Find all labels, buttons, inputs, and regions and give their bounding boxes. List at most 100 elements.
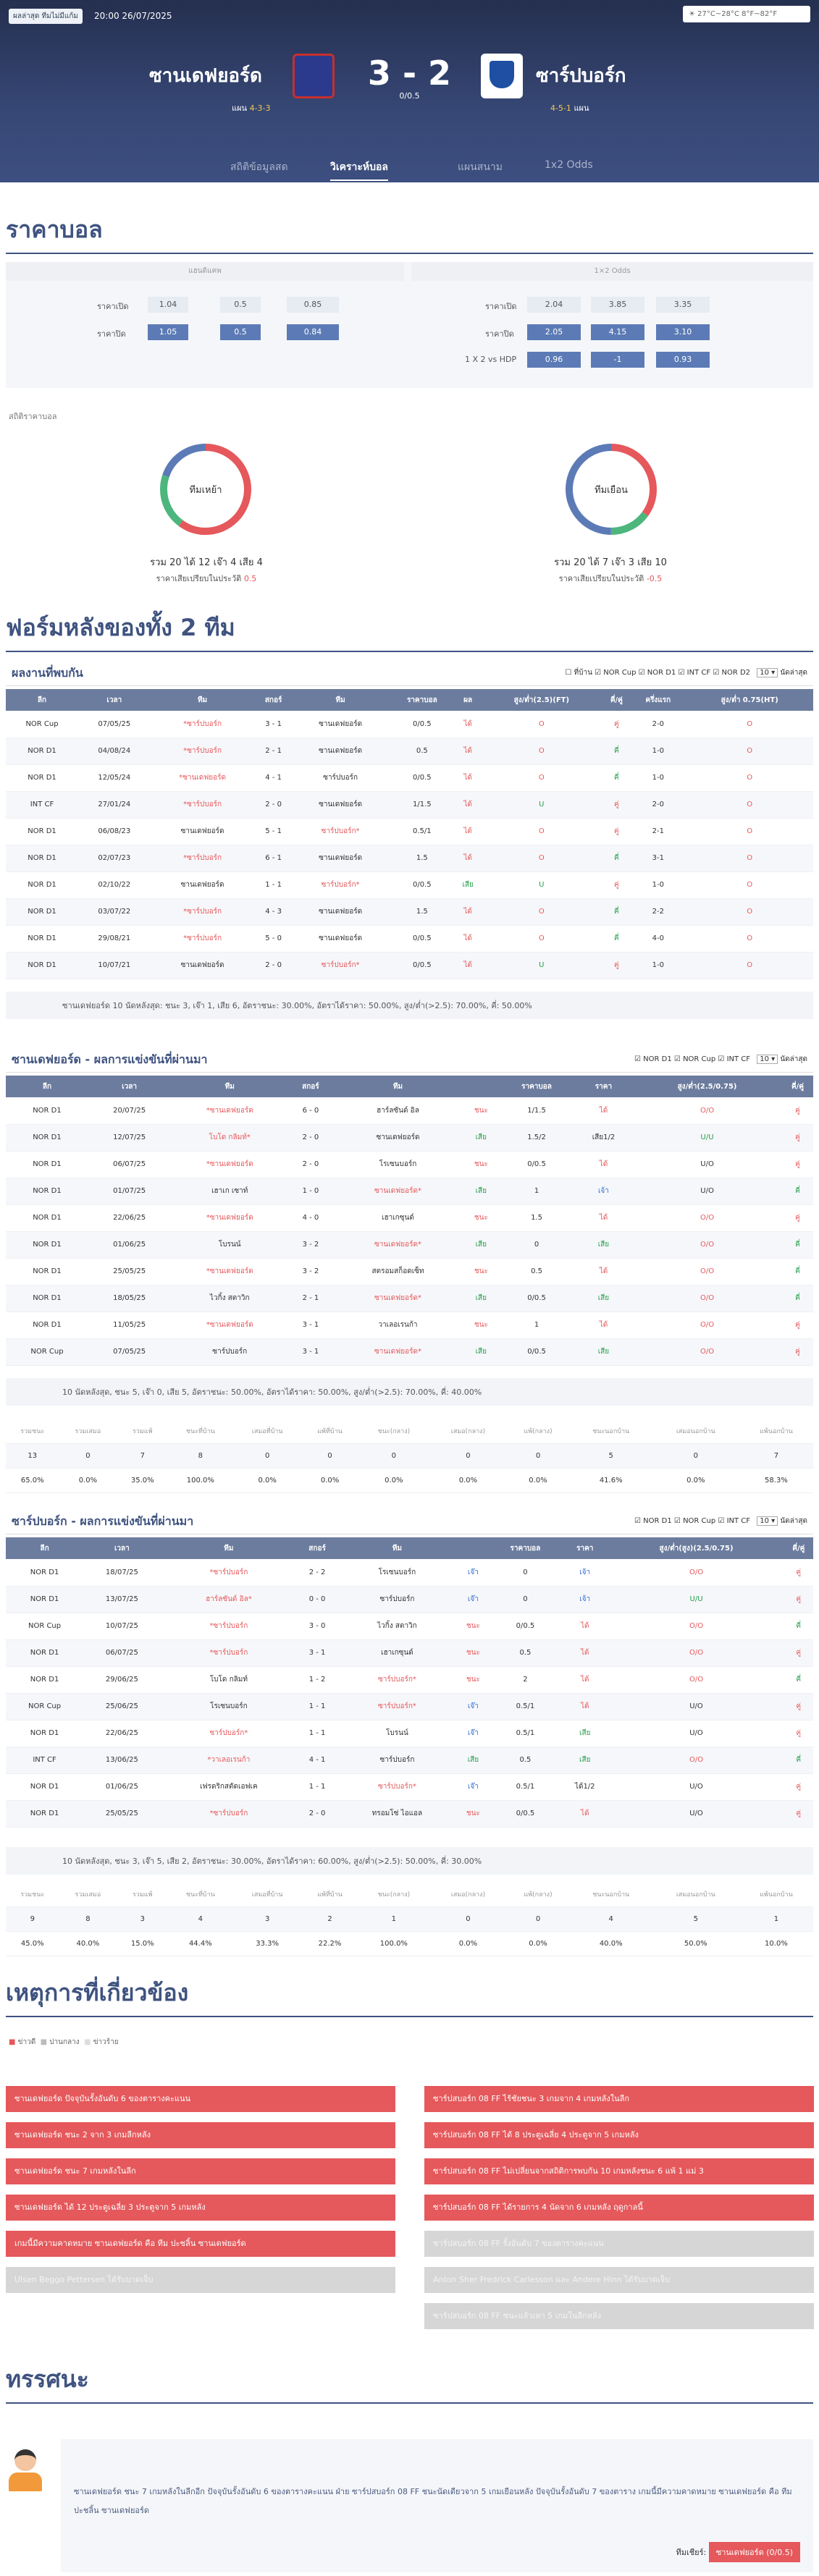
hr-cell: *ซานเดฟยอร์ด <box>170 1258 290 1285</box>
ar-row[interactable]: NOR D1 13/07/25 ฮาร์ลซันด์ อิล* 0 - 0 ซาร์ปบ… <box>6 1586 813 1613</box>
hr-row[interactable]: NOR D1 01/06/25 โบรนน์ 3 - 2 ซานเดฟยอร์ด* เสี… <box>6 1231 813 1259</box>
hr-row[interactable]: NOR D1 12/07/25 โบโด กลิมท์* 2 - 0 ซานเดฟยอร… <box>6 1124 813 1152</box>
filter-nor-d1[interactable]: ☑ NOR D1 <box>638 669 676 677</box>
h2h-row[interactable]: NOR D1 10/07/21 ซานเดฟยอร์ด 2 - 0 ซาร์ปบอร์ก… <box>6 952 813 979</box>
hr-filter-cf[interactable]: ☑ INT CF <box>718 1055 751 1063</box>
tab-live-stats[interactable]: สถิติข้อมูลสด <box>230 161 288 173</box>
ar-cell: O/O <box>608 1747 784 1774</box>
status-badge: ผลล่าสุด ทีมไม่มีแก้ม <box>9 8 83 24</box>
ar-filter-d1[interactable]: ☑ NOR D1 <box>634 1517 672 1525</box>
h2h-cell: O <box>686 738 813 765</box>
h2h-cell: 1/1.5 <box>388 791 456 819</box>
hr-cell: *ซานเดฟยอร์ด <box>170 1204 290 1232</box>
h2h-row[interactable]: NOR D1 06/08/23 ซานเดฟยอร์ด 5 - 1 ซาร์ปบอร์ก… <box>6 818 813 845</box>
ar-row[interactable]: NOR D1 06/07/25 *ซาร์ปบอร์ก 3 - 1 เฮาเกซุนด์… <box>6 1639 813 1667</box>
ar-row[interactable]: NOR D1 01/06/25 เฟรดริกสตัดเอฟเค 1 - 1 ซาร์ป… <box>6 1773 813 1801</box>
hr-count-select[interactable]: 10 ▾ <box>757 1055 778 1064</box>
hr-cell: NOR Cup <box>6 1338 88 1366</box>
h2h-cell: คี่ <box>602 845 631 872</box>
h2h-cell: U <box>480 952 603 979</box>
1x2-header: 1×2 Odds <box>411 262 813 281</box>
ar-filter-cf[interactable]: ☑ INT CF <box>718 1517 751 1525</box>
away-odds-sub: ราคาเสียเปรียบในประวัติ -0.5 <box>534 572 686 585</box>
h2h-cell: 2-2 <box>630 898 686 926</box>
filter-nor-d2[interactable]: ☑ NOR D2 <box>713 669 751 677</box>
home-team-name[interactable]: ซานเดฟยอร์ด <box>149 65 262 87</box>
hr-stats-cell: 0 <box>358 1443 430 1469</box>
hr-cell: เสีย <box>574 1285 633 1312</box>
1x2-open-draw: 3.85 <box>591 297 644 313</box>
h2h-row[interactable]: NOR Cup 07/05/25 *ซาร์ปบอร์ก 3 - 1 ซานเดฟยอร… <box>6 711 813 738</box>
hr-row[interactable]: NOR D1 22/06/25 *ซานเดฟยอร์ด 4 - 0 เฮาเกซุนด… <box>6 1204 813 1232</box>
odds-section: ราคาบอล <box>6 211 813 254</box>
hr-row[interactable]: NOR D1 20/07/25 *ซานเดฟยอร์ด 6 - 0 ฮาร์ลซันด… <box>6 1097 813 1125</box>
hr-cell: 0 <box>498 1231 575 1259</box>
ar-cell: NOR D1 <box>6 1666 84 1694</box>
filter-int-cf[interactable]: ☑ INT CF <box>678 669 711 677</box>
hr-row[interactable]: NOR Cup 07/05/25 ซาร์ปบอร์ก 3 - 1 ซานเดฟยอร์… <box>6 1338 813 1366</box>
h2h-cell: 3-1 <box>630 845 686 872</box>
hr-cell: ได้ <box>574 1204 633 1232</box>
ar-row[interactable]: NOR D1 18/07/25 *ซาร์ปบอร์ก 2 - 2 โรเซนบอร์ก… <box>6 1559 813 1587</box>
ar-row[interactable]: NOR D1 25/05/25 *ซาร์ปบอร์ก 2 - 0 ทรอมโซ่ ไอ… <box>6 1800 813 1828</box>
preview-pick-badge[interactable]: ซานเดฟยอร์ด (0/0.5) <box>708 2542 800 2562</box>
tab-analysis[interactable]: วิเคราะห์บอล <box>330 159 389 181</box>
event-item: ซาร์ปสบอร์ก 08 FF รั้งอันดับ 7 ของตารางค… <box>424 2231 814 2257</box>
h2h-row[interactable]: NOR D1 29/08/21 *ซาร์ปบอร์ก 5 - 0 ซานเดฟยอร์… <box>6 925 813 953</box>
h2h-row[interactable]: INT CF 27/01/24 *ซาร์ปบอร์ก 2 - 0 ซานเดฟยอร์… <box>6 791 813 819</box>
h2h-cell: NOR D1 <box>6 764 79 792</box>
ar-row[interactable]: NOR Cup 10/07/25 *ซาร์ปบอร์ก 3 - 0 ไวกิ้ง สต… <box>6 1613 813 1640</box>
hr-cell: NOR D1 <box>6 1258 88 1285</box>
hr-filter-cup[interactable]: ☑ NOR Cup <box>673 1055 716 1063</box>
filter-home[interactable]: ☐ ที่บ้าน <box>565 669 592 677</box>
ar-stats-cell: 100.0% <box>358 1931 430 1956</box>
handicap-header: แฮนดิแคพ <box>6 262 404 281</box>
hr-cell: 11/05/25 <box>88 1312 171 1339</box>
filter-nor-cup[interactable]: ☑ NOR Cup <box>595 669 637 677</box>
hr-stats-cell: 0.0% <box>506 1468 570 1493</box>
h2h-col-header: คี่/คู่ <box>602 689 631 711</box>
tab-1x2-odds[interactable]: 1x2 Odds <box>545 159 593 171</box>
event-item: Ulsen Beggo Pettersen ได้รับบาดเจ็บ <box>6 2267 395 2293</box>
home-team-logo[interactable] <box>293 54 335 98</box>
hr-row[interactable]: NOR D1 18/05/25 ไวกิ้ง สตาวิก 2 - 1 ซานเดฟยอ… <box>6 1285 813 1312</box>
hr-cell: ไวกิ้ง สตาวิก <box>170 1285 290 1312</box>
hr-row[interactable]: NOR D1 01/07/25 เฮาเก เซาท์ 1 - 0 ซานเดฟยอร์… <box>6 1178 813 1205</box>
hr-filter-cf-label: INT CF <box>726 1055 751 1063</box>
h2h-row[interactable]: NOR D1 02/10/22 ซานเดฟยอร์ด 1 - 1 ซาร์ปบอร์ก… <box>6 871 813 899</box>
tab-lineup[interactable]: แผนสนาม <box>458 161 503 173</box>
ar-row[interactable]: NOR D1 29/06/25 โบโด กลิมท์ 1 - 2 ซาร์ปบอร์ก… <box>6 1666 813 1694</box>
away-team-logo[interactable] <box>481 54 523 98</box>
ar-stats-cell: เสมอ(กลาง) <box>429 1882 507 1907</box>
ar-col-header: คี่/คู่ <box>784 1537 813 1559</box>
hr-stats-cell: รวมชนะ <box>6 1419 59 1444</box>
ar-stats-cell: 3 <box>117 1906 169 1932</box>
hr-filter-d1[interactable]: ☑ NOR D1 <box>634 1055 672 1063</box>
hr-row[interactable]: NOR D1 11/05/25 *ซานเดฟยอร์ด 3 - 1 วาเลอเรนก… <box>6 1312 813 1339</box>
ar-stats-cell: รวมชนะ <box>6 1882 59 1907</box>
h2h-row[interactable]: NOR D1 03/07/22 *ซาร์ปบอร์ก 4 - 3 ซานเดฟยอร์… <box>6 898 813 926</box>
hr-row[interactable]: NOR D1 06/07/25 *ซานเดฟยอร์ด 2 - 0 โรเซนบอร์… <box>6 1151 813 1178</box>
ar-stats-cell: 2 <box>301 1906 358 1932</box>
ar-row[interactable]: NOR Cup 25/06/25 โรเซนบอร์ก 1 - 1 ซาร์ปบอร์ก… <box>6 1693 813 1720</box>
ar-stats-cell: 45.0% <box>6 1931 59 1956</box>
h2h-row[interactable]: NOR D1 02/07/23 *ซาร์ปบอร์ก 6 - 1 ซานเดฟยอร์… <box>6 845 813 872</box>
h2h-cell: O <box>480 845 603 872</box>
ar-row[interactable]: INT CF 13/06/25 *วาเลอเรนก้า 4 - 1 ซาร์ปบอร์… <box>6 1747 813 1774</box>
away-team-name[interactable]: ซาร์ปบอร์ก <box>536 65 626 87</box>
hr-stats-cell: 58.3% <box>739 1468 813 1493</box>
hr-row[interactable]: NOR D1 25/05/25 *ซานเดฟยอร์ด 3 - 2 สตรอมสก็อ… <box>6 1258 813 1285</box>
h2h-row[interactable]: NOR D1 04/08/24 *ซาร์ปบอร์ก 2 - 1 ซานเดฟยอร์… <box>6 738 813 765</box>
hr-stats-cell: 0.0% <box>232 1468 302 1493</box>
ar-cell: 01/06/25 <box>83 1773 161 1801</box>
ar-cell: คี่ <box>784 1613 813 1640</box>
hr-cell: ชนะ <box>463 1097 499 1125</box>
count-select[interactable]: 10 ▾ <box>757 668 778 677</box>
1x2-hdp-label: 1 X 2 vs HDP <box>465 355 517 364</box>
ar-row[interactable]: NOR D1 22/06/25 ซาร์ปบอร์ก* 1 - 1 โบรนน์ เจ๊า… <box>6 1720 813 1747</box>
h2h-row[interactable]: NOR D1 12/05/24 *ซานเดฟยอร์ด 4 - 1 ซาร์ปบอร์… <box>6 764 813 792</box>
ar-filter-cup[interactable]: ☑ NOR Cup <box>673 1517 716 1525</box>
ar-count-select[interactable]: 10 ▾ <box>757 1516 778 1526</box>
hr-cell: 4 - 0 <box>289 1204 332 1232</box>
h2h-cell: ได้ <box>455 711 481 738</box>
